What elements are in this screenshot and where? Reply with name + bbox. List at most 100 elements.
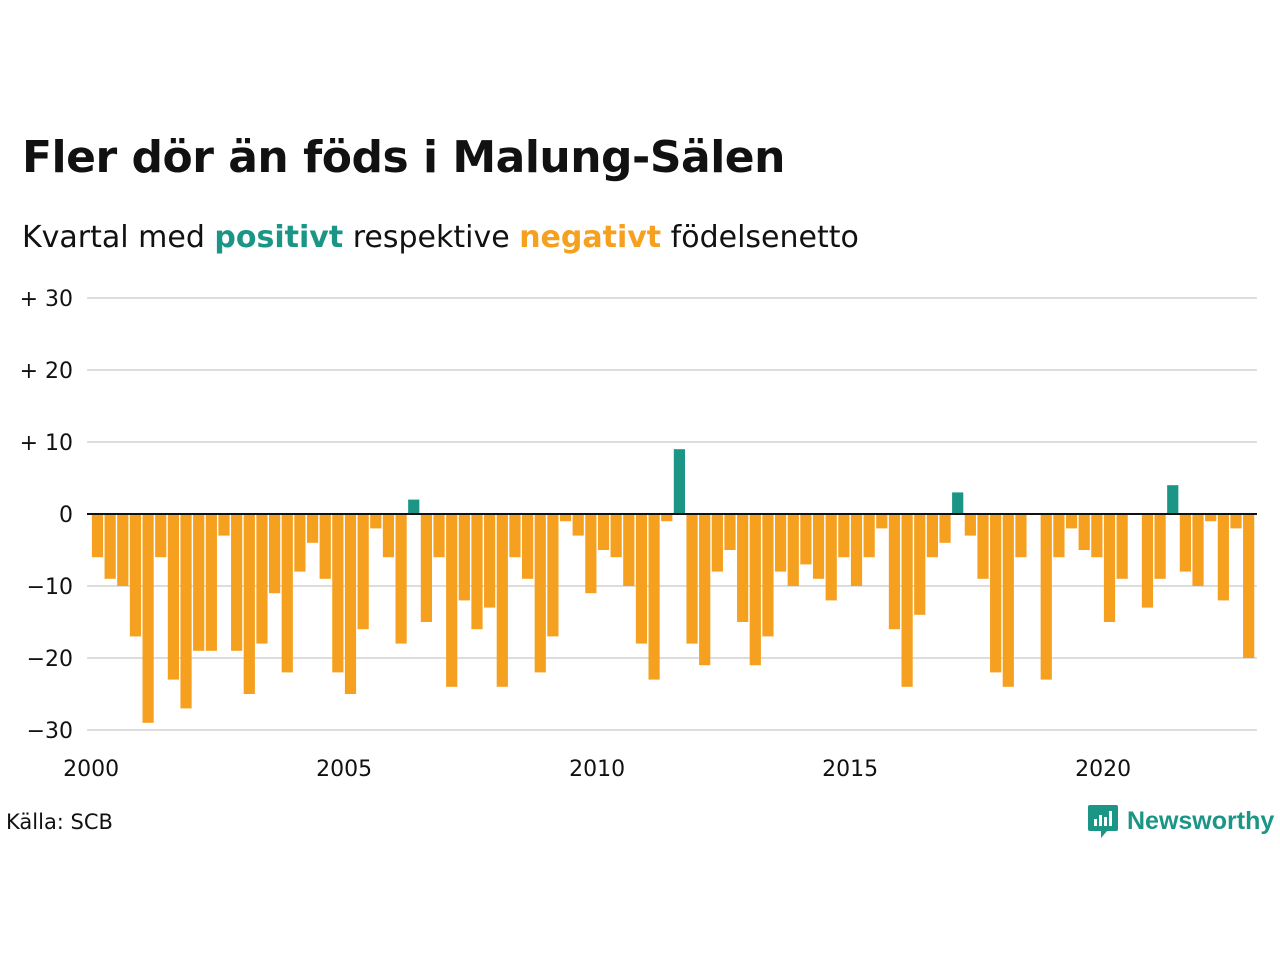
subtitle-prefix: Kvartal med xyxy=(22,220,215,255)
bar-negative xyxy=(180,514,192,709)
bar-negative xyxy=(91,514,104,558)
bar-negative xyxy=(205,514,217,651)
bar-positive xyxy=(1167,485,1179,514)
bar-negative xyxy=(711,514,723,572)
bar-negative xyxy=(1192,514,1204,586)
bar-positive xyxy=(408,499,420,514)
bar-negative xyxy=(926,514,938,558)
bar-negative xyxy=(117,514,129,586)
bar-negative xyxy=(306,514,319,543)
bar-negative xyxy=(319,514,331,579)
bar-negative xyxy=(825,514,837,601)
bar-negative xyxy=(218,514,230,536)
chart-subtitle: Kvartal med positivt respektive negativt… xyxy=(22,220,859,255)
bar-negative xyxy=(1002,514,1014,687)
bar-negative xyxy=(1205,514,1217,522)
y-tick-label: −30 xyxy=(27,719,73,744)
bar-negative xyxy=(231,514,243,651)
bar-negative xyxy=(1179,514,1191,572)
bar-negative xyxy=(155,514,167,558)
axis-layer: + 30 + 20 + 10 0 −10 −20 −30 2000 2005 2010 2015 20… xyxy=(20,287,1257,782)
bar-negative xyxy=(509,514,521,558)
bar-negative xyxy=(294,514,306,572)
bar-positive xyxy=(673,449,685,514)
bar-negative xyxy=(193,514,205,651)
bar-negative xyxy=(850,514,863,586)
bar-negative xyxy=(382,514,395,558)
bar-negative xyxy=(1103,514,1116,622)
x-tick-label: 2000 xyxy=(63,757,119,782)
bar-negative xyxy=(699,514,711,666)
bar-negative xyxy=(1015,514,1027,558)
bar-negative xyxy=(357,514,369,630)
bar-negative xyxy=(129,514,142,637)
bar-positive xyxy=(952,492,964,514)
bar-negative xyxy=(1141,514,1154,608)
bar-negative xyxy=(281,514,293,673)
bar-negative xyxy=(888,514,901,630)
source-note: Källa: SCB xyxy=(6,810,113,834)
bar-negative xyxy=(1217,514,1229,601)
bar-negative xyxy=(458,514,470,601)
bar-negative xyxy=(344,514,357,694)
y-tick-label: −10 xyxy=(27,575,73,600)
subtitle-negative-word: negativt xyxy=(519,220,662,255)
newsworthy-logo-icon xyxy=(1088,805,1118,838)
bar-negative xyxy=(547,514,559,637)
bar-negative xyxy=(522,514,534,579)
bar-negative xyxy=(623,514,635,586)
x-tick-label: 2020 xyxy=(1075,757,1131,782)
bar-negative xyxy=(876,514,888,529)
bar-chart: + 30 + 20 + 10 0 −10 −20 −30 2000 2005 2010 2015 20… xyxy=(20,287,1257,782)
bar-negative xyxy=(939,514,951,543)
subtitle-positive-word: positivt xyxy=(214,220,344,255)
bar-negative xyxy=(977,514,989,579)
bar-negative xyxy=(370,514,382,529)
bar-negative xyxy=(661,514,673,522)
bar-negative xyxy=(724,514,736,550)
bar-negative xyxy=(446,514,458,687)
bar-negative xyxy=(433,514,445,558)
bar-negative xyxy=(1243,514,1255,658)
bar-negative xyxy=(990,514,1002,673)
bar-negative xyxy=(1053,514,1065,558)
bar-negative xyxy=(104,514,116,579)
newsworthy-logo-text: Newsworthy xyxy=(1127,806,1275,835)
bar-negative xyxy=(269,514,281,594)
bar-negative xyxy=(762,514,774,637)
subtitle-suffix: födelsenetto xyxy=(661,220,859,255)
bar-negative xyxy=(1230,514,1242,529)
bar-negative xyxy=(787,514,799,586)
bar-negative xyxy=(167,514,179,680)
bar-negative xyxy=(749,514,761,666)
bar-negative xyxy=(534,514,546,673)
bar-negative xyxy=(901,514,913,687)
bar-layer xyxy=(91,449,1255,723)
bar-negative xyxy=(838,514,850,558)
y-tick-label: −20 xyxy=(27,647,73,672)
bar-negative xyxy=(420,514,432,622)
bar-negative xyxy=(1040,514,1052,680)
bar-negative xyxy=(686,514,698,644)
bar-negative xyxy=(775,514,787,572)
x-tick-label: 2005 xyxy=(316,757,372,782)
bar-negative xyxy=(572,514,584,536)
bar-negative xyxy=(812,514,825,579)
chart-title: Fler dör än föds i Malung-Sälen xyxy=(22,132,785,183)
bar-negative xyxy=(471,514,483,630)
bar-negative xyxy=(863,514,875,558)
bar-negative xyxy=(559,514,572,522)
y-tick-label: + 30 xyxy=(20,287,73,312)
bar-negative xyxy=(585,514,597,594)
newsworthy-logo: Newsworthy xyxy=(1087,803,1274,839)
y-tick-label: + 10 xyxy=(20,431,73,456)
bar-negative xyxy=(142,514,154,723)
bar-negative xyxy=(395,514,407,644)
bar-negative xyxy=(737,514,749,622)
bar-negative xyxy=(800,514,812,565)
bar-negative xyxy=(635,514,648,644)
bar-negative xyxy=(1116,514,1128,579)
bar-negative xyxy=(484,514,496,608)
x-tick-label: 2015 xyxy=(822,757,878,782)
y-tick-label: + 20 xyxy=(20,359,73,384)
